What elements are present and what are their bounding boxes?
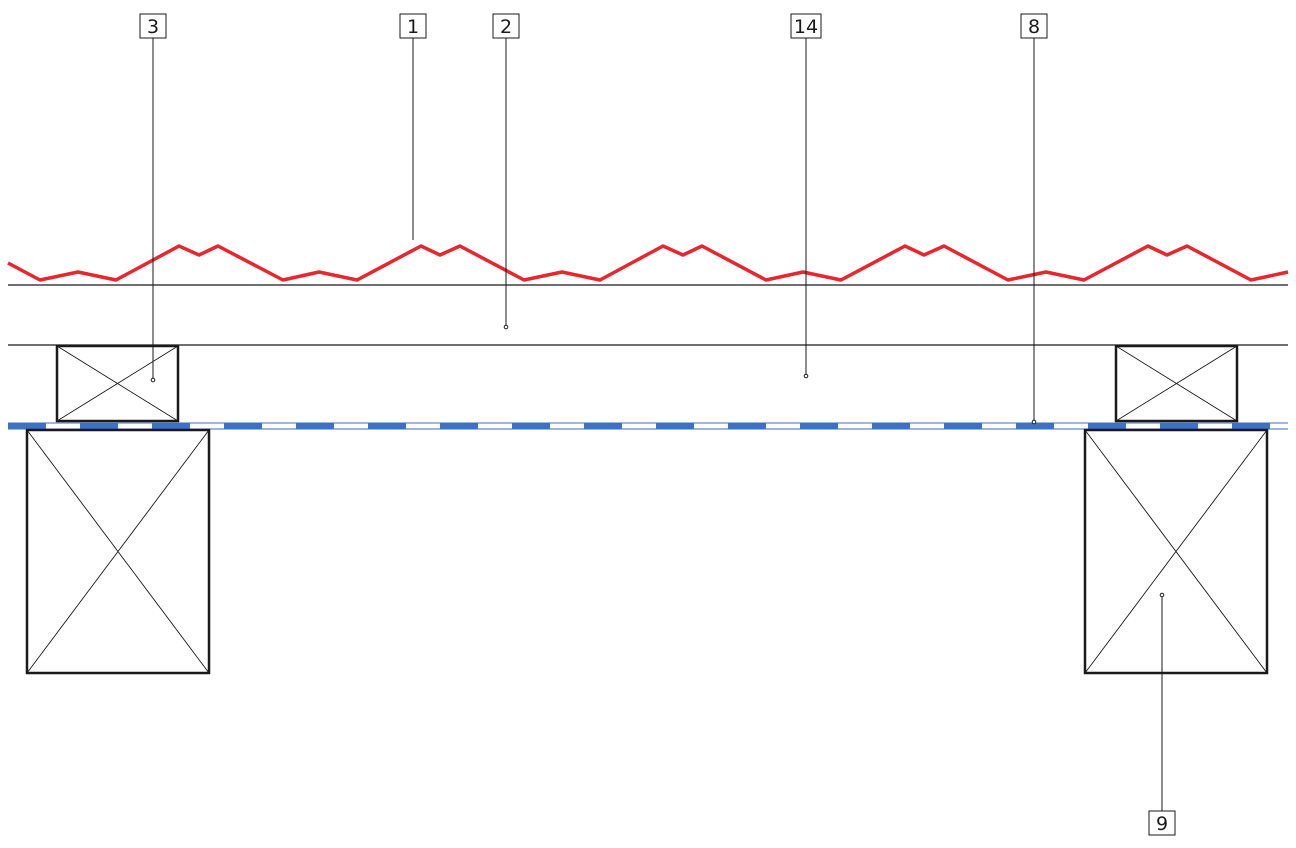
callout-3: 3 (139, 13, 167, 39)
callout-3-label: 3 (147, 16, 159, 38)
leader-8 (1031, 38, 1037, 425)
callout-8-label: 8 (1028, 16, 1040, 38)
batten-right (1114, 344, 1239, 423)
callout-2: 2 (492, 13, 520, 39)
callout-8: 8 (1020, 13, 1048, 39)
callout-1-label: 1 (407, 16, 419, 38)
leader-9 (1159, 592, 1165, 811)
callout-9-label: 9 (1156, 813, 1168, 835)
leader-14 (803, 38, 809, 379)
rafter-right (1083, 428, 1269, 675)
callout-9: 9 (1148, 810, 1176, 836)
callout-1: 1 (399, 13, 427, 39)
roof-sheet-profile (7, 244, 1289, 282)
callout-14-label: 14 (794, 16, 818, 38)
callout-2-label: 2 (500, 16, 512, 38)
batten-left (55, 344, 180, 423)
leader-2 (503, 38, 509, 330)
callout-14: 14 (790, 13, 822, 39)
leader-3 (150, 38, 156, 383)
rafter-left (25, 428, 211, 675)
